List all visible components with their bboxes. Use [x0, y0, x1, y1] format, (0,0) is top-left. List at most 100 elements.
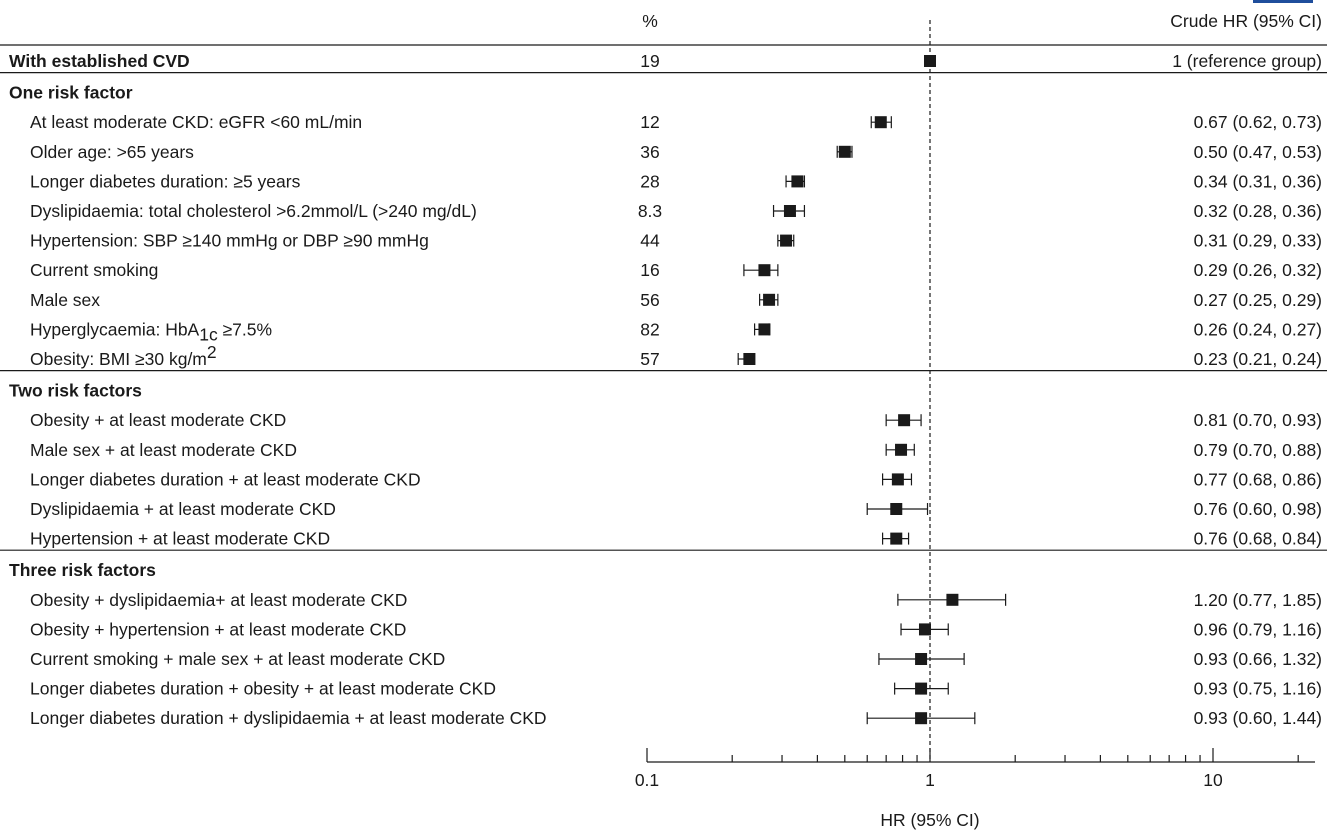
- row-label: Obesity: BMI ≥30 kg/m2: [30, 342, 217, 369]
- hr-point-marker: [783, 205, 796, 217]
- hr-point-marker: [915, 712, 928, 725]
- section-label: Two risk factors: [9, 381, 142, 401]
- hr-point-marker: [915, 682, 928, 695]
- row-percent: 82: [640, 319, 659, 339]
- section-label: Three risk factors: [9, 560, 156, 580]
- row-label: Male sex: [30, 290, 100, 310]
- row-hr-text: 0.27 (0.25, 0.29): [1194, 290, 1322, 310]
- row-hr-text: 0.79 (0.70, 0.88): [1194, 440, 1322, 460]
- row-percent: 57: [640, 349, 659, 369]
- hr-point-marker: [946, 593, 959, 606]
- row-hr-text: 0.29 (0.26, 0.32): [1194, 260, 1322, 280]
- hr-point-marker: [924, 55, 936, 67]
- hr-point-marker: [895, 443, 908, 456]
- hr-point-marker: [758, 264, 771, 277]
- table-row: Obesity + at least moderate CKD 0.81 (0.7…: [30, 410, 1322, 430]
- table-row: Obesity: BMI ≥30 kg/m2 57 0.23 (0.21, 0.24…: [30, 342, 1322, 369]
- hr-point-marker: [758, 323, 771, 336]
- row-hr-text: 1 (reference group): [1172, 51, 1322, 71]
- section-row: With established CVD 19 1 (reference group…: [9, 51, 1322, 71]
- row-label: Longer diabetes duration: ≥5 years: [30, 171, 301, 191]
- hr-point-marker: [791, 175, 804, 188]
- row-hr-text: 0.77 (0.68, 0.86): [1194, 469, 1322, 489]
- row-hr-text: 1.20 (0.77, 1.85): [1194, 590, 1322, 610]
- row-label-superscript: 2: [207, 342, 217, 362]
- row-hr-text: 0.67 (0.62, 0.73): [1194, 112, 1322, 132]
- x-tick-label: 1: [925, 770, 935, 790]
- row-hr-text: 0.23 (0.21, 0.24): [1194, 349, 1322, 369]
- row-percent: 28: [640, 171, 659, 191]
- row-label-tail: ≥7.5%: [218, 319, 272, 339]
- table-row: Hypertension + at least moderate CKD 0.76…: [30, 529, 1322, 549]
- x-axis-label: HR (95% CI): [880, 810, 979, 830]
- row-label: Dyslipidaemia: total cholesterol >6.2mmo…: [30, 201, 477, 221]
- row-percent: 36: [640, 142, 659, 162]
- section-dividers: [0, 44, 1327, 551]
- table-row: Older age: >65 years 36 0.50 (0.47, 0.53): [30, 142, 1322, 162]
- table-row: Longer diabetes duration + dyslipidaemia…: [30, 708, 1322, 728]
- row-label: Current smoking: [30, 260, 158, 280]
- section-row: One risk factor: [9, 83, 133, 103]
- row-label-subscript: 1c: [199, 324, 218, 344]
- row-percent: 44: [640, 231, 660, 251]
- row-hr-text: 0.31 (0.29, 0.33): [1194, 231, 1322, 251]
- row-hr-text: 0.26 (0.24, 0.27): [1194, 319, 1322, 339]
- table-row: Current smoking + male sex + at least mo…: [30, 649, 1322, 669]
- table-row: Male sex 56 0.27 (0.25, 0.29): [30, 290, 1322, 310]
- hr-point-marker: [918, 623, 931, 636]
- row-label: At least moderate CKD: eGFR <60 mL/min: [30, 112, 362, 132]
- row-percent: 56: [640, 290, 659, 310]
- row-label: Hypertension + at least moderate CKD: [30, 529, 330, 549]
- hr-point-marker: [743, 353, 756, 365]
- row-hr-text: 0.96 (0.79, 1.16): [1194, 619, 1322, 639]
- hr-point-marker: [890, 503, 903, 515]
- table-row: Hyperglycaemia: HbA1c ≥7.5% 82 0.26 (0.24,…: [30, 319, 1322, 344]
- table-row: Obesity + dyslipidaemia+ at least modera…: [30, 590, 1322, 610]
- table-row: Longer diabetes duration: ≥5 years 28 0.34…: [30, 171, 1322, 191]
- table-row: Dyslipidaemia: total cholesterol >6.2mmo…: [30, 201, 1322, 221]
- row-percent: 16: [640, 260, 659, 280]
- hr-point-marker: [915, 653, 928, 665]
- column-headers: % Crude HR (95% CI): [642, 11, 1322, 31]
- row-label: Longer diabetes duration + at least mode…: [30, 469, 421, 489]
- row-hr-text: 0.76 (0.60, 0.98): [1194, 499, 1322, 519]
- hr-point-marker: [763, 293, 776, 306]
- table-row: Obesity + hypertension + at least modera…: [30, 619, 1322, 639]
- table-row: Dyslipidaemia + at least moderate CKD 0.7…: [30, 499, 1322, 519]
- row-label: Obesity + dyslipidaemia+ at least modera…: [30, 590, 407, 610]
- section-label: With established CVD: [9, 51, 190, 71]
- row-percent: 8.3: [638, 201, 662, 221]
- hr-point-marker: [874, 116, 887, 129]
- section-label: One risk factor: [9, 83, 133, 103]
- table-rows: With established CVD 19 1 (reference group…: [9, 51, 1322, 728]
- hr-point-marker: [780, 234, 793, 247]
- section-row: Three risk factors: [9, 560, 156, 580]
- row-hr-text: 0.34 (0.31, 0.36): [1194, 171, 1322, 191]
- row-label: Longer diabetes duration + obesity + at …: [30, 679, 496, 699]
- row-label: Older age: >65 years: [30, 142, 194, 162]
- table-row: Current smoking 16 0.29 (0.26, 0.32): [30, 260, 1322, 280]
- row-label: Longer diabetes duration + dyslipidaemia…: [30, 708, 547, 728]
- x-axis: 0.1 1 10: [635, 748, 1315, 790]
- row-hr-text: 0.50 (0.47, 0.53): [1194, 142, 1322, 162]
- row-hr-text: 0.93 (0.60, 1.44): [1194, 708, 1322, 728]
- row-hr-text: 0.76 (0.68, 0.84): [1194, 529, 1322, 549]
- header-percent: %: [642, 11, 658, 31]
- row-label: Hypertension: SBP ≥140 mmHg or DBP ≥90 m…: [30, 231, 429, 251]
- row-label: Current smoking + male sex + at least mo…: [30, 649, 445, 669]
- section-row: Two risk factors: [9, 381, 142, 401]
- hr-point-marker: [891, 473, 904, 486]
- hr-point-marker: [838, 145, 851, 158]
- corner-accent-bar: [1253, 0, 1313, 3]
- table-row: Longer diabetes duration + obesity + at …: [30, 679, 1322, 699]
- row-percent: 19: [640, 51, 659, 71]
- table-row: Male sex + at least moderate CKD 0.79 (0.…: [30, 440, 1322, 460]
- row-label: Male sex + at least moderate CKD: [30, 440, 297, 460]
- row-label: Obesity + hypertension + at least modera…: [30, 619, 406, 639]
- table-row: Longer diabetes duration + at least mode…: [30, 469, 1322, 489]
- table-row: At least moderate CKD: eGFR <60 mL/min 12…: [30, 112, 1322, 132]
- hr-point-marker: [898, 414, 911, 427]
- row-label: Hyperglycaemia: HbA1c ≥7.5%: [30, 319, 272, 344]
- row-hr-text: 0.93 (0.66, 1.32): [1194, 649, 1322, 669]
